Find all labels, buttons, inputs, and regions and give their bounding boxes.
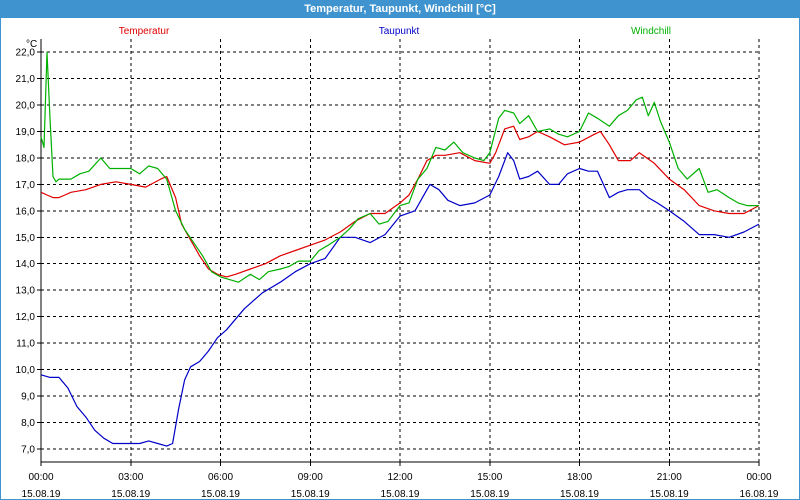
y-tick-label: 22,0 [16,48,36,59]
y-tick-label: 12,0 [16,312,36,323]
legend-item-windchill: Windchill [631,26,671,37]
legend: Temperatur Taupunkt Windchill [119,26,671,37]
y-tick-label: 16,0 [16,206,36,217]
x-tick-label-date: 15.08.19 [291,489,330,499]
chart-title: Temperatur, Taupunkt, Windchill [°C] [304,3,496,15]
x-tick-label-date: 16.08.19 [740,489,779,499]
x-tick-label-time: 03:00 [118,472,143,483]
y-tick-label: 13,0 [16,286,36,297]
chart-frame: 7,0 8,0 9,0 10,0 11,0 12,0 13,0 14,0 15,0 16,0 17,… [0,18,800,500]
x-tick-label-date: 15.08.19 [560,489,599,499]
series-lines [40,51,760,447]
series-line-taupunkt [40,152,760,447]
y-tick-label: 18,0 [16,153,36,164]
y-tick-label: 7,0 [21,444,35,455]
y-tick-label: 14,0 [16,259,36,270]
chart-title-bar: Temperatur, Taupunkt, Windchill [°C] [0,0,800,18]
y-tick-label: 17,0 [16,180,36,191]
x-tick-label-time: 00:00 [746,472,771,483]
x-tick-label-time: 18:00 [567,472,592,483]
y-tick-label: 11,0 [16,339,35,350]
y-tick-label: 19,0 [16,127,36,138]
x-tick-label-time: 21:00 [657,472,682,483]
x-tick-label-time: 00:00 [28,472,53,483]
x-tick-label-date: 15.08.19 [22,489,61,499]
x-tick-label-time: 06:00 [208,472,233,483]
x-tick-label-date: 15.08.19 [111,489,150,499]
legend-item-temperatur: Temperatur [119,26,170,37]
x-tick-label-date: 15.08.19 [470,489,509,499]
y-tick-label: 21,0 [16,74,36,85]
y-axis-unit-label: °C [26,39,37,50]
tick-labels: 7,0 8,0 9,0 10,0 11,0 12,0 13,0 14,0 15,0 16,0 17,… [16,39,779,499]
y-tick-label: 20,0 [16,101,36,112]
x-tick-label-date: 15.08.19 [650,489,689,499]
series-line-temperatur [40,125,760,278]
y-tick-label: 8,0 [21,418,35,429]
x-tick-label-time: 12:00 [387,472,412,483]
grid [40,39,760,462]
axes [37,39,760,466]
x-tick-label-time: 09:00 [298,472,323,483]
legend-item-taupunkt: Taupunkt [379,26,420,37]
x-tick-label-date: 15.08.19 [381,489,420,499]
x-tick-label-date: 15.08.19 [201,489,240,499]
y-tick-label: 9,0 [21,391,35,402]
y-tick-label: 10,0 [16,365,36,376]
chart-plot: 7,0 8,0 9,0 10,0 11,0 12,0 13,0 14,0 15,0 16,0 17,… [16,26,779,499]
series-line-windchill [40,51,759,283]
x-tick-label-time: 15:00 [477,472,502,483]
y-tick-label: 15,0 [16,233,36,244]
